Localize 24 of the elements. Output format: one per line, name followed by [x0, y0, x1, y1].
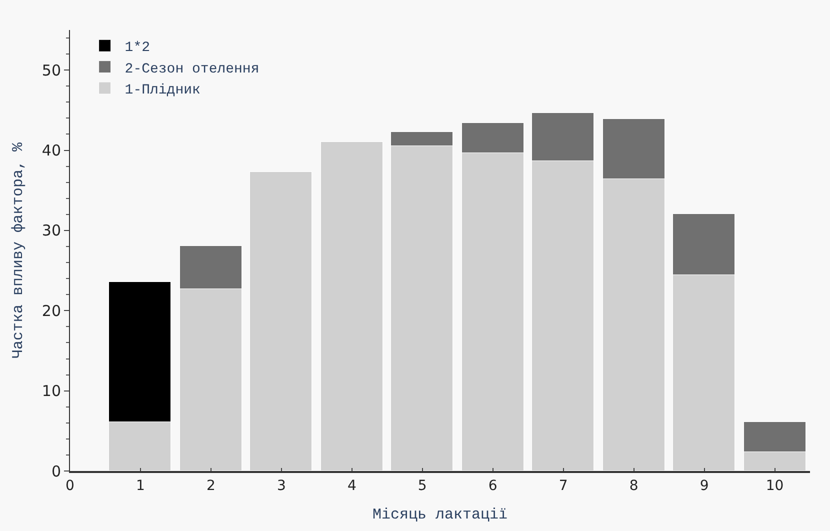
- bar: [250, 172, 312, 471]
- y-axis-title: Частка впливу фактора, %: [10, 141, 28, 359]
- y-tick-label: 40: [42, 142, 61, 160]
- x-tick-label: 10: [766, 478, 784, 494]
- legend-label: 2-Сезон отелення: [124, 61, 260, 78]
- x-axis-title: Місяць лактації: [372, 506, 508, 524]
- x-tick-label: 0: [66, 478, 74, 494]
- x-tick-label: 8: [629, 478, 638, 494]
- legend-label: 1-Плідник: [124, 82, 200, 98]
- x-tick-label: 4: [347, 478, 356, 494]
- y-tick-label: 30: [42, 222, 61, 240]
- x-tick-label: 9: [700, 478, 709, 494]
- x-tick-label: 3: [276, 478, 286, 494]
- x-tick-label: 7: [558, 478, 568, 494]
- y-tick-label: 20: [42, 302, 61, 320]
- x-tick-label: 6: [488, 478, 498, 494]
- x-tick-label: 2: [206, 478, 216, 494]
- x-tick-label: 1: [136, 478, 145, 494]
- y-tick-label: 10: [42, 382, 61, 400]
- y-tick-label: 50: [42, 61, 61, 80]
- legend-label: 1*2: [124, 40, 150, 56]
- y-tick-label: 0: [51, 462, 61, 480]
- bar: [320, 142, 383, 471]
- x-tick-label: 5: [418, 478, 427, 494]
